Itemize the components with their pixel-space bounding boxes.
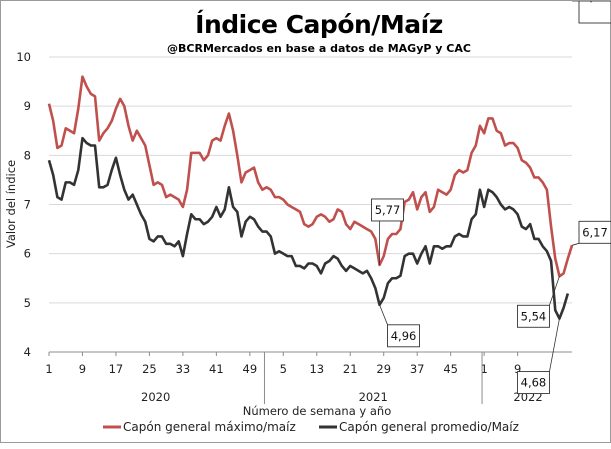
callout-box [516,371,550,395]
callout-leader [379,304,388,325]
x-tick-label: 45 [443,362,458,376]
callout-leader [549,276,560,306]
x-tick-label: 21 [343,362,358,376]
callout-label: 4,96 [391,329,417,343]
callout-leader [571,242,580,246]
annotations: 5,77 4,96 5,54 4,68 6,17 5,19 [371,0,611,395]
year-label: 2021 [359,390,388,404]
gridlines [49,56,572,353]
callout-label: 6,17 [582,225,608,239]
x-axis-label: Número de semana y año [243,404,392,418]
callout-label: 4,68 [521,376,547,390]
legend-label: Capón general máximo/maíz [123,420,296,434]
callout-box [578,220,611,244]
y-axis-label: Valor del índice [4,160,18,248]
x-tick-label: 1 [480,362,487,376]
callout-label: 5,19 [582,1,608,4]
callout-label: 5,54 [521,309,547,323]
callout-box [578,0,611,24]
y-tick-label: 9 [24,99,31,113]
series-lines [47,75,574,320]
legend-label: Capón general promedio/Maíz [339,420,519,434]
y-tick-label: 4 [24,345,31,359]
y-tick-label: 5 [24,296,31,310]
x-tick-label: 25 [142,362,157,376]
callout-box [371,198,404,222]
legend: Capón general máximo/maíz Capón general p… [103,420,519,434]
series-line-maximo [47,75,574,278]
x-tick-label: 1 [45,362,52,376]
y-tick-label: 7 [24,198,31,212]
x-tick-label: 5 [280,362,287,376]
callout-leader [549,318,560,372]
chart-title: Índice Capón/Maíz [195,10,443,39]
y-tick-label: 8 [24,148,31,162]
x-tick-label: 37 [410,362,425,376]
y-tick-label: 10 [16,50,31,64]
chart-subtitle: @BCRMercados en base a datos de MAGyP y … [167,42,471,55]
x-tick-label: 13 [309,362,324,376]
callout-label: 5,77 [375,203,401,217]
x-tick-label: 17 [109,362,124,376]
callout-box [387,324,420,348]
y-axis-ticks: 4 5 6 7 8 9 10 [16,50,31,359]
x-tick-label: 49 [243,362,258,376]
y-tick-label: 6 [24,247,31,261]
x-tick-label: 29 [376,362,391,376]
year-label: 2020 [141,390,170,404]
x-tick-label: 9 [79,362,86,376]
x-tick-label: 41 [209,362,224,376]
series-line-promedio [47,136,570,320]
x-tick-label: 9 [514,362,521,376]
callout-box [516,304,550,328]
x-tick-label: 33 [176,362,191,376]
